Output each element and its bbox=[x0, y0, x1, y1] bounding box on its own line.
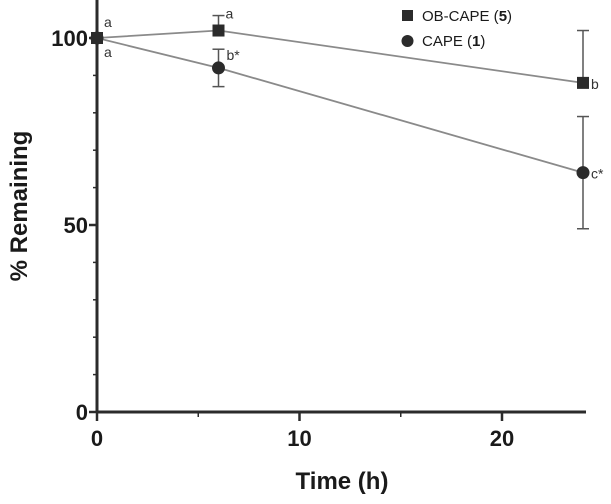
y-tick-label: 0 bbox=[76, 400, 88, 425]
legend-item-ob-cape: OB-CAPE (5) bbox=[402, 8, 512, 25]
data-label-ob-cape: a bbox=[226, 6, 234, 22]
markers bbox=[90, 24, 590, 180]
legend: OB-CAPE (5) CAPE (1) bbox=[401, 8, 512, 50]
y-tick-label: 100 bbox=[51, 26, 88, 51]
legend-label-ob-cape: OB-CAPE (5) bbox=[422, 8, 512, 25]
data-point-cape bbox=[90, 31, 104, 45]
legend-square-marker bbox=[402, 10, 413, 21]
series-line-cape bbox=[96, 37, 584, 174]
legend-circle-marker bbox=[401, 35, 414, 47]
data-label-cape: c* bbox=[591, 166, 604, 182]
series-lines bbox=[96, 29, 584, 174]
ticks bbox=[89, 36, 504, 421]
y-axis-title: % Remaining bbox=[6, 131, 33, 282]
data-point-cape bbox=[576, 166, 590, 180]
data-point-ob-cape bbox=[212, 24, 225, 37]
axes bbox=[95, 0, 586, 414]
x-tick-label: 20 bbox=[490, 426, 514, 451]
y-tick-label: 50 bbox=[64, 213, 88, 238]
tick-labels: 0 50 100 0 10 20 bbox=[51, 26, 514, 451]
data-label-ob-cape: a bbox=[104, 14, 112, 30]
data-label-ob-cape: b bbox=[591, 76, 599, 92]
legend-item-cape: CAPE (1) bbox=[401, 33, 485, 50]
x-tick-label: 0 bbox=[91, 426, 103, 451]
data-point-cape bbox=[212, 61, 225, 75]
data-label-cape: a bbox=[104, 44, 112, 60]
data-point-ob-cape bbox=[577, 76, 589, 89]
legend-label-cape: CAPE (1) bbox=[422, 33, 485, 50]
data-label-cape: b* bbox=[227, 47, 241, 63]
x-axis-title: Time (h) bbox=[296, 468, 389, 495]
x-tick-label: 10 bbox=[287, 426, 311, 451]
error-bars bbox=[212, 14, 589, 230]
